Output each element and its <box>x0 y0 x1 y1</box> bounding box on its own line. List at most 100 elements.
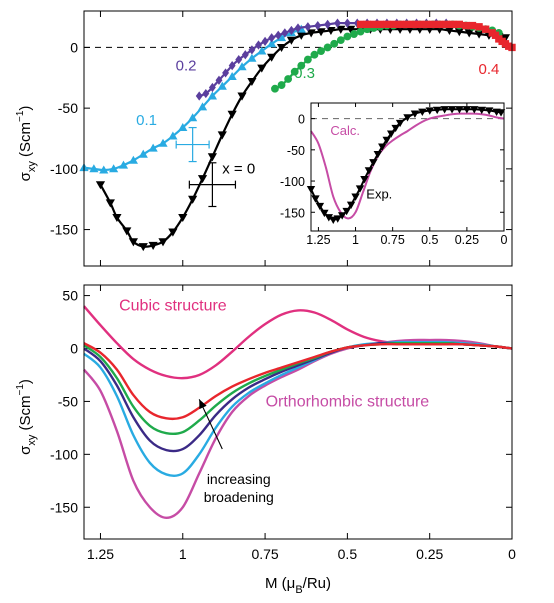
series-label: 0.4 <box>479 61 500 78</box>
y-tick-label: -100 <box>50 161 78 177</box>
x-tick-label: 0.5 <box>421 233 438 247</box>
data-point <box>158 138 168 147</box>
data-point <box>386 130 396 138</box>
data-point <box>447 106 457 114</box>
series-label: x = 0 <box>222 161 255 178</box>
data-point <box>470 106 479 114</box>
annotation: increasing broadening <box>198 399 274 505</box>
data-point <box>403 114 412 122</box>
data-point <box>455 20 464 29</box>
data-point <box>435 20 444 29</box>
data-point <box>217 131 227 140</box>
data-point <box>455 106 464 114</box>
data-point <box>475 23 483 31</box>
series-label: 0.1 <box>136 112 157 129</box>
plot-frame <box>310 102 505 232</box>
data-point <box>351 193 360 201</box>
data-point <box>247 77 257 87</box>
data-point <box>109 164 119 173</box>
plot-frame <box>83 284 513 540</box>
data-point <box>168 131 178 140</box>
data-point <box>474 30 484 39</box>
data-point <box>444 26 455 36</box>
data-point <box>271 84 279 93</box>
data-point <box>247 53 257 62</box>
data-point <box>304 22 312 32</box>
data-point <box>462 21 470 30</box>
y-tick-label: -100 <box>280 175 305 189</box>
data-point <box>208 82 216 93</box>
x-tick-label: 1 <box>179 546 187 562</box>
data-point <box>290 67 299 76</box>
data-point <box>274 30 282 40</box>
data-point <box>440 106 449 114</box>
x-tick-label: 0.5 <box>338 546 358 562</box>
data-point <box>429 20 437 29</box>
data-point <box>336 36 345 45</box>
data-point <box>402 20 411 29</box>
x-tick-label: 0.75 <box>251 546 278 562</box>
data-point <box>138 243 148 252</box>
data-point <box>317 47 325 55</box>
data-point <box>342 207 351 216</box>
data-point <box>89 164 99 173</box>
inset-background <box>311 103 504 231</box>
data-point <box>324 19 332 29</box>
data-point <box>303 55 312 64</box>
data-point <box>449 20 457 29</box>
data-point <box>128 238 138 247</box>
x-tick-label: 1 <box>352 233 359 247</box>
data-point <box>336 25 346 34</box>
data-point <box>496 109 506 117</box>
data-point <box>462 106 472 114</box>
series-e8262d <box>83 342 513 421</box>
y-tick-label: -150 <box>50 499 78 515</box>
data-point <box>237 62 247 71</box>
y-tick-label: -150 <box>280 206 305 220</box>
data-point <box>268 33 276 43</box>
data-point <box>314 20 322 31</box>
data-point <box>99 165 109 174</box>
data-point <box>324 214 334 222</box>
data-point <box>396 20 404 29</box>
data-point <box>477 106 486 115</box>
data-point <box>237 92 247 101</box>
data-point <box>227 71 237 81</box>
series-label: Cubic structure <box>119 297 227 314</box>
data-point <box>383 20 391 29</box>
data-point <box>235 54 243 65</box>
data-point <box>297 61 306 70</box>
data-point <box>178 122 188 132</box>
data-point <box>276 33 287 42</box>
data-point <box>355 185 365 193</box>
data-point <box>418 108 427 116</box>
data-point <box>373 151 383 159</box>
data-point <box>287 25 295 36</box>
data-point <box>350 30 358 38</box>
data-point <box>267 53 277 62</box>
data-point <box>454 28 464 37</box>
data-point <box>468 21 477 30</box>
data-point <box>310 50 319 59</box>
data-point <box>197 175 208 184</box>
data-point <box>464 29 474 38</box>
bottom-panel: 50 0 -50 -100 -150 1.25 1 0.75 0.5 0.25 0 Cubic str… <box>15 284 516 596</box>
data-point <box>217 81 227 90</box>
error-bar <box>188 162 237 208</box>
data-point <box>311 195 320 203</box>
data-point <box>326 26 336 36</box>
data-point <box>442 20 450 29</box>
data-point <box>481 25 490 33</box>
data-point <box>382 136 391 145</box>
data-point <box>197 102 208 111</box>
series-0-4 <box>356 20 516 52</box>
data-point <box>333 215 342 223</box>
x-tick-label: 0 <box>501 233 508 247</box>
data-point <box>112 213 122 223</box>
y-tick-label: -50 <box>58 393 78 409</box>
y-tick-label: -150 <box>50 222 78 238</box>
x-tick-label: 0.25 <box>455 233 479 247</box>
data-point <box>343 32 352 41</box>
